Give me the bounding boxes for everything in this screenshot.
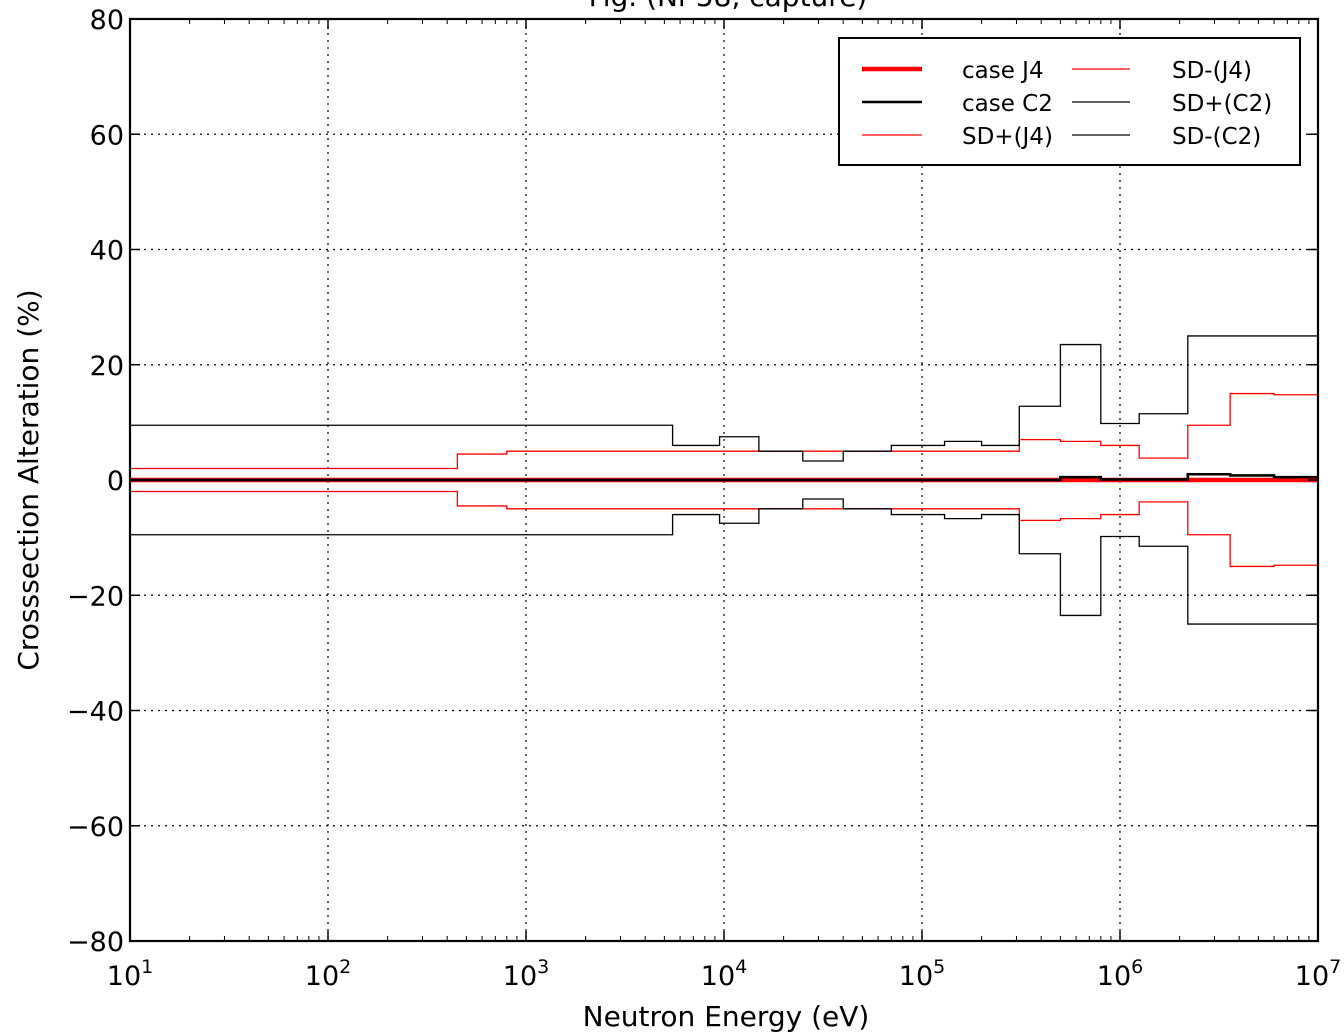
axis-ticks: 101 102 103 104 105 106 107 80 60 40 20 0 −20 −40 −60 −… (67, 5, 1341, 992)
x-tick-label: 101 (107, 956, 153, 992)
plot-series (130, 335, 1318, 625)
x-tick-label: 106 (1097, 956, 1143, 992)
y-tick-label: −40 (67, 697, 124, 728)
x-tick-label: 103 (503, 956, 549, 992)
legend-label: case J4 (962, 58, 1044, 84)
x-tick-label: 104 (701, 956, 747, 992)
y-tick-label: 20 (90, 351, 124, 382)
x-tick-label: 105 (899, 956, 945, 992)
legend-label: SD+(C2) (1172, 91, 1272, 117)
y-axis-title: Crosssection Alteration (%) (12, 289, 45, 670)
legend: case J4 case C2 SD+(J4) SD-(J4) SD+(C2) SD-(C… (838, 37, 1301, 166)
y-tick-label: 60 (90, 120, 124, 151)
x-tick-label: 107 (1295, 956, 1341, 992)
x-axis-title: Neutron Energy (eV) (583, 1000, 870, 1033)
legend-label: case C2 (962, 91, 1053, 117)
y-tick-label: 0 (107, 466, 124, 497)
chart-title: Fig. (Ni-58, capture) (589, 0, 868, 13)
legend-label: SD-(C2) (1172, 124, 1261, 150)
legend-label: SD-(J4) (1172, 58, 1252, 84)
y-tick-label: 40 (90, 236, 124, 267)
y-tick-label: −80 (67, 927, 124, 958)
y-tick-label: −60 (67, 812, 124, 843)
legend-label: SD+(J4) (962, 124, 1053, 150)
series-line-sd-c2- (130, 498, 1318, 625)
series-line-sd-c2- (130, 335, 1318, 462)
x-tick-label: 102 (305, 956, 351, 992)
y-tick-label: 80 (90, 5, 124, 36)
series-line-case-c2 (130, 472, 1318, 482)
y-tick-label: −20 (67, 581, 124, 612)
